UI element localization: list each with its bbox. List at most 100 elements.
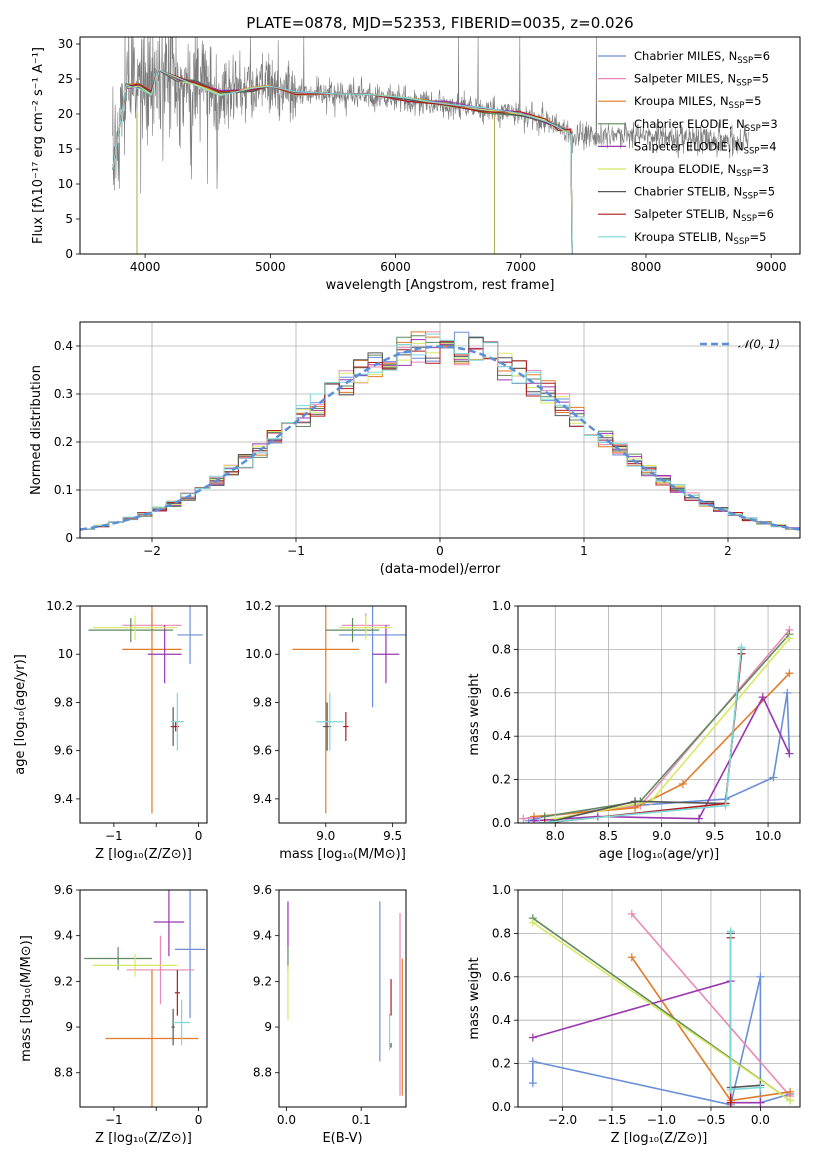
errorbar-age_vs_Z (170, 692, 185, 751)
histogram-legend: 𝒩(0, 1) (700, 337, 780, 351)
y-tick-label: 9.8 (54, 695, 73, 709)
legend-label-sub: SSP (737, 56, 753, 66)
errorbar-mass_vs_Z (105, 969, 199, 1107)
plot-area-residual_histogram (80, 322, 800, 538)
errorbar-age_vs_mass (292, 606, 360, 814)
axes-frame (79, 36, 801, 255)
legend-label-end: =3 (761, 117, 778, 131)
y-tick-label: 0.6 (492, 686, 511, 700)
mass-weight-line (523, 629, 791, 820)
errorbar-age_vs_mass (372, 625, 400, 684)
axes-frame (79, 605, 208, 824)
plot-area-mass_weight_vs_age (518, 606, 800, 823)
legend-label-sub: SSP (742, 192, 758, 202)
legend-label-main: Chabrier STELIB, N (634, 185, 742, 199)
errorbar-age_vs_Z (147, 625, 182, 684)
y-axis-label: mass weight (467, 957, 482, 1039)
y-tick-label: 9.4 (253, 792, 272, 806)
y-tick-label: 9.4 (54, 792, 73, 806)
legend-label-sub: SSP (744, 146, 760, 156)
x-tick-label: 0 (195, 1113, 203, 1127)
legend-label-sub: SSP (729, 101, 745, 111)
legend-label-end: =5 (749, 230, 766, 244)
legend-label-end: =5 (758, 185, 775, 199)
legend-label: Chabrier STELIB, NSSP=5 (634, 185, 775, 202)
x-tick-label: 9.0 (316, 829, 335, 843)
x-tick-label: 0.1 (352, 1113, 371, 1127)
errorbar-age_vs_Z (88, 618, 174, 643)
y-tick-label: 10 (58, 647, 73, 661)
y-tick-label: 1.0 (492, 599, 511, 613)
legend-label-end: =4 (760, 139, 777, 153)
legend-label-main: Chabrier ELODIE, N (634, 117, 745, 131)
legend-label: Kroupa MILES, NSSP=5 (634, 94, 761, 111)
plot-area-mass_weight_vs_Z (518, 890, 800, 1107)
chart-spectrum: 4000 5000 6000 7000 8000 9000 0 5 10 15 20 25 30 wave… (31, 36, 801, 293)
x-axis-label: Z [log₁₀(Z/Z⊙)] (611, 1131, 708, 1146)
y-tick-label: 9.2 (253, 974, 272, 988)
mass-weight-marker (627, 953, 636, 962)
mass-weight-marker (627, 909, 636, 918)
y-tick-label: 0.0 (492, 1100, 511, 1114)
y-tick-label: 9.6 (54, 883, 73, 897)
y-tick-label: 10.2 (46, 599, 73, 613)
x-tick-label: 0 (436, 544, 444, 558)
legend-label-main: Salpeter MILES, N (634, 72, 736, 86)
mass-weight-marker (726, 1085, 735, 1094)
gaussian-reference-line (80, 345, 800, 531)
axes-frame (517, 605, 801, 824)
legend-label-end: =6 (757, 207, 774, 221)
errorbar-age_vs_mass (316, 692, 344, 751)
x-tick-label: 0 (195, 829, 203, 843)
chart-mass_vs_Z: −1 0 8.8 9 9.2 9.4 9.6 Z [log₁₀(Z/Z⊙)] mass [log… (19, 883, 208, 1146)
legend-label-sub: SSP (736, 169, 752, 179)
mass-weight-marker (756, 972, 765, 981)
errorbar-mass_vs_Z (174, 969, 180, 1016)
legend-label-end: =6 (753, 49, 770, 63)
y-tick-label: 0.8 (492, 642, 511, 656)
x-axis-label: (data-model)/error (380, 562, 501, 577)
y-tick-label: 0.2 (492, 1057, 511, 1071)
x-tick-label: 5000 (255, 260, 286, 274)
mass-weight-marker (529, 816, 538, 823)
chart-age_vs_Z: −1 0 9.4 9.6 9.8 10 10.2 Z [log₁₀(Z/Z⊙)] age [lo… (13, 599, 208, 862)
plot-area-age_vs_mass (292, 606, 406, 814)
y-tick-label: 0 (65, 531, 73, 545)
spectrum-model-line (112, 68, 573, 254)
x-tick-label: 0.0 (277, 1113, 296, 1127)
figure-title: PLATE=0878, MJD=52353, FIBERID=0035, z=0… (246, 14, 633, 32)
y-tick-label: 0 (65, 247, 73, 261)
x-tick-label: 2 (724, 544, 732, 558)
y-tick-label: 0.4 (54, 339, 73, 353)
y-tick-label: 9.8 (253, 695, 272, 709)
y-tick-label: 8.8 (253, 1066, 272, 1080)
y-tick-label: 9 (65, 1020, 73, 1034)
mass-weight-marker (756, 1098, 765, 1107)
y-tick-label: 0.3 (54, 387, 73, 401)
mass-weight-marker (694, 814, 703, 823)
x-axis-label: Z [log₁₀(Z/Z⊙)] (95, 847, 192, 862)
chart-mass_weight_vs_age: 8.0 8.5 9.0 9.5 10.0 0.0 0.2 0.4 0.6 0.8 1.0 age [l… (467, 599, 801, 862)
legend-label-end: =5 (752, 72, 769, 86)
y-tick-label: 10.0 (245, 647, 272, 661)
y-tick-label: 25 (58, 72, 73, 86)
x-tick-label: 1 (580, 544, 588, 558)
chart-mass_weight_vs_Z: −2.0 −1.5 −1.0 −0.5 0.0 0.0 0.2 0.4 0.6 0.8 1.0 Z [… (467, 883, 801, 1146)
y-tick-label: 15 (58, 142, 73, 156)
legend-label-end: =3 (752, 162, 769, 176)
x-tick-label: −0.5 (696, 1113, 725, 1127)
x-tick-label: 8.5 (599, 829, 618, 843)
y-tick-label: 0.6 (492, 970, 511, 984)
errorbar-mass_vs_Z (153, 890, 185, 957)
legend-label-sub: SSP (741, 214, 757, 224)
axes-frame (517, 889, 801, 1108)
legend-label-end: =5 (744, 94, 761, 108)
mass-weight-marker (678, 779, 687, 788)
x-tick-label: 9.5 (705, 829, 724, 843)
mass-weight-marker (528, 1079, 537, 1088)
y-tick-label: 0.1 (54, 483, 73, 497)
errorbar-mass_vs_Z (174, 890, 206, 1018)
legend-label-main: Kroupa STELIB, N (634, 230, 734, 244)
legend-label-sub: SSP (734, 237, 750, 247)
